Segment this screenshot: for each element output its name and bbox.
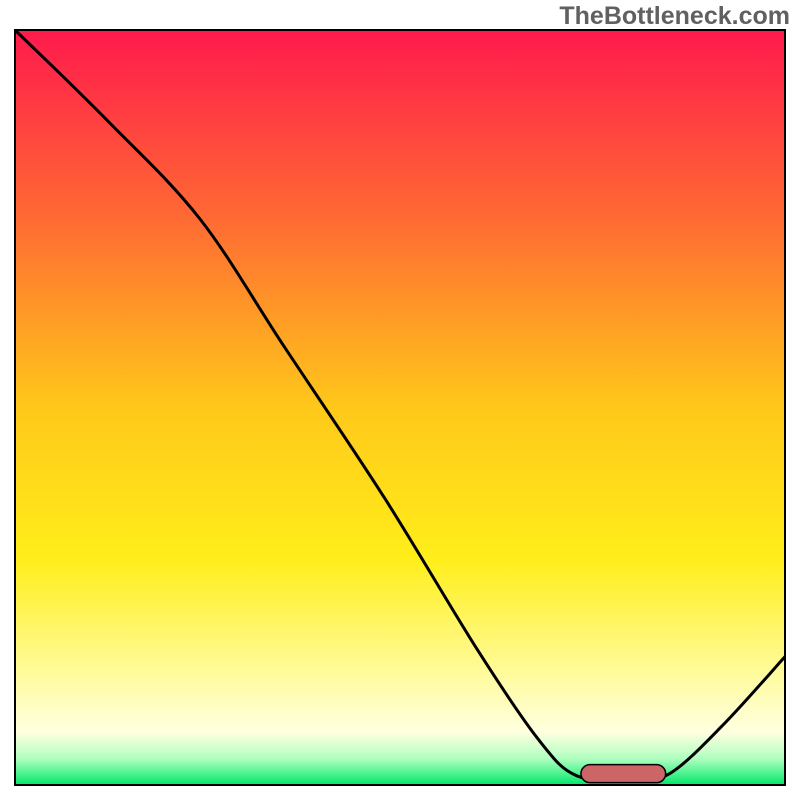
optimum-marker <box>581 765 666 783</box>
attribution-text: TheBottleneck.com <box>559 2 790 31</box>
bottleneck-chart: TheBottleneck.com <box>0 0 800 800</box>
chart-svg <box>0 0 800 800</box>
